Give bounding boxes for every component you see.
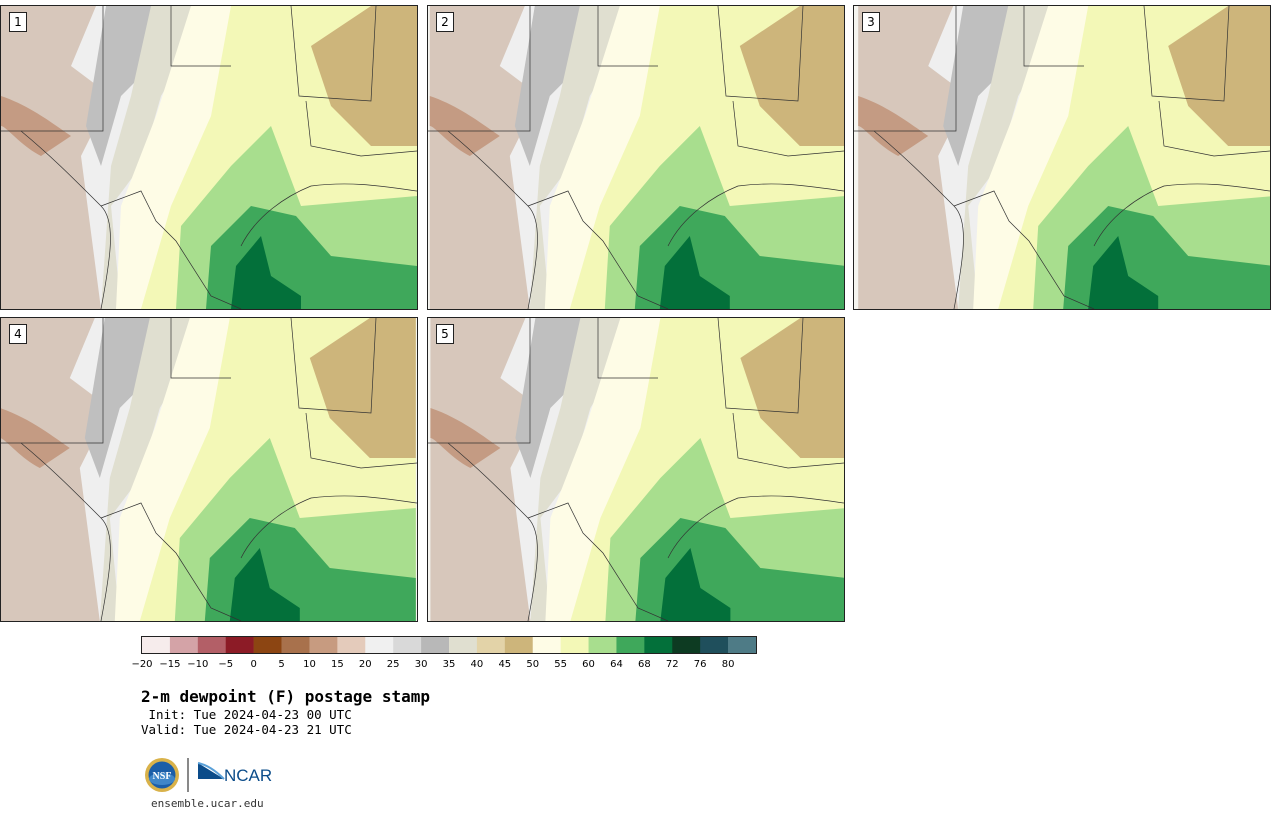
colorbar-swatch (142, 637, 171, 653)
dewpoint-map (1, 318, 417, 621)
colorbar-tick-label: −10 (187, 659, 209, 670)
colorbar-tick-label: 60 (582, 659, 595, 670)
colorbar-tick-label: 30 (414, 659, 428, 670)
map-panel-2: 2 (427, 5, 845, 310)
colorbar-swatch (309, 637, 338, 653)
colorbar-tick-label: 0 (250, 659, 257, 670)
logos: NSF NCAR (145, 758, 272, 792)
colorbar-tick-label: 10 (303, 659, 316, 670)
dewpoint-map (854, 6, 1270, 309)
colorbar-tick-label: 64 (610, 659, 623, 670)
colorbar-tick-label: 45 (498, 659, 512, 670)
valid-time: Valid: Tue 2024-04-23 21 UTC (141, 722, 352, 737)
chart-title: 2-m dewpoint (F) postage stamp (141, 687, 430, 706)
colorbar-tick-label: 72 (665, 659, 679, 670)
colorbar-swatch (281, 637, 310, 653)
colorbar-swatch (337, 637, 366, 653)
colorbar-tick-label: 68 (637, 659, 651, 670)
colorbar-tick-label: 20 (358, 659, 372, 670)
colorbar-swatch (728, 637, 757, 653)
colorbar-swatch (504, 637, 534, 653)
dewpoint-map (428, 6, 844, 309)
colorbar-tick-label: 50 (526, 659, 540, 670)
member-label: 4 (9, 324, 27, 344)
nsf-logo-icon: NSF (145, 758, 179, 792)
colorbar-tick-label: −20 (131, 659, 153, 670)
colorbar-swatch (588, 637, 617, 653)
colorbar-tick-label: 40 (470, 659, 484, 670)
colorbar-swatch (616, 637, 645, 653)
nsf-text: NSF (153, 771, 172, 782)
colorbar-swatch (197, 637, 227, 653)
init-time: Init: Tue 2024-04-23 00 UTC (141, 707, 352, 722)
colorbar-tick-label: 25 (386, 659, 400, 670)
colorbar-tick-label: 80 (721, 659, 735, 670)
ncar-logo-icon: NCAR (197, 762, 272, 785)
map-panel-1: 1 (0, 5, 418, 310)
colorbar-swatch (393, 637, 422, 653)
dewpoint-map (428, 318, 844, 621)
member-label: 2 (436, 12, 454, 32)
colorbar-swatch (421, 637, 450, 653)
colorbar-swatch (476, 637, 506, 653)
colorbar-swatch (225, 637, 254, 653)
website-url: ensemble.ucar.edu (151, 797, 264, 810)
colorbar-swatch (560, 637, 589, 653)
colorbar-swatch (365, 637, 394, 653)
colorbar-swatch (449, 637, 478, 653)
colorbar-tick-label: 76 (693, 659, 707, 670)
member-label: 1 (9, 12, 27, 32)
colorbar-swatch (672, 637, 701, 653)
colorbar-swatch (700, 637, 729, 653)
map-panel-5: 5 (427, 317, 845, 622)
map-panel-4: 4 (0, 317, 418, 622)
member-label: 5 (436, 324, 454, 344)
map-panel-3: 3 (853, 5, 1271, 310)
colorbar-swatch (169, 637, 199, 653)
colorbar-tick-label: −5 (218, 659, 234, 670)
colorbar-tick-label: −15 (159, 659, 181, 670)
colorbar-swatch (532, 637, 561, 653)
colorbar-swatch (644, 637, 673, 653)
colorbar-swatch (253, 637, 282, 653)
colorbar-tick-label: 5 (278, 659, 285, 670)
colorbar-tick-label: 35 (442, 659, 456, 670)
ncar-text: NCAR (224, 766, 272, 785)
colorbar-tick-label: 55 (554, 659, 567, 670)
colorbar-tick-label: 15 (330, 659, 344, 670)
dewpoint-map (1, 6, 417, 309)
colorbar (141, 636, 757, 654)
member-label: 3 (862, 12, 880, 32)
